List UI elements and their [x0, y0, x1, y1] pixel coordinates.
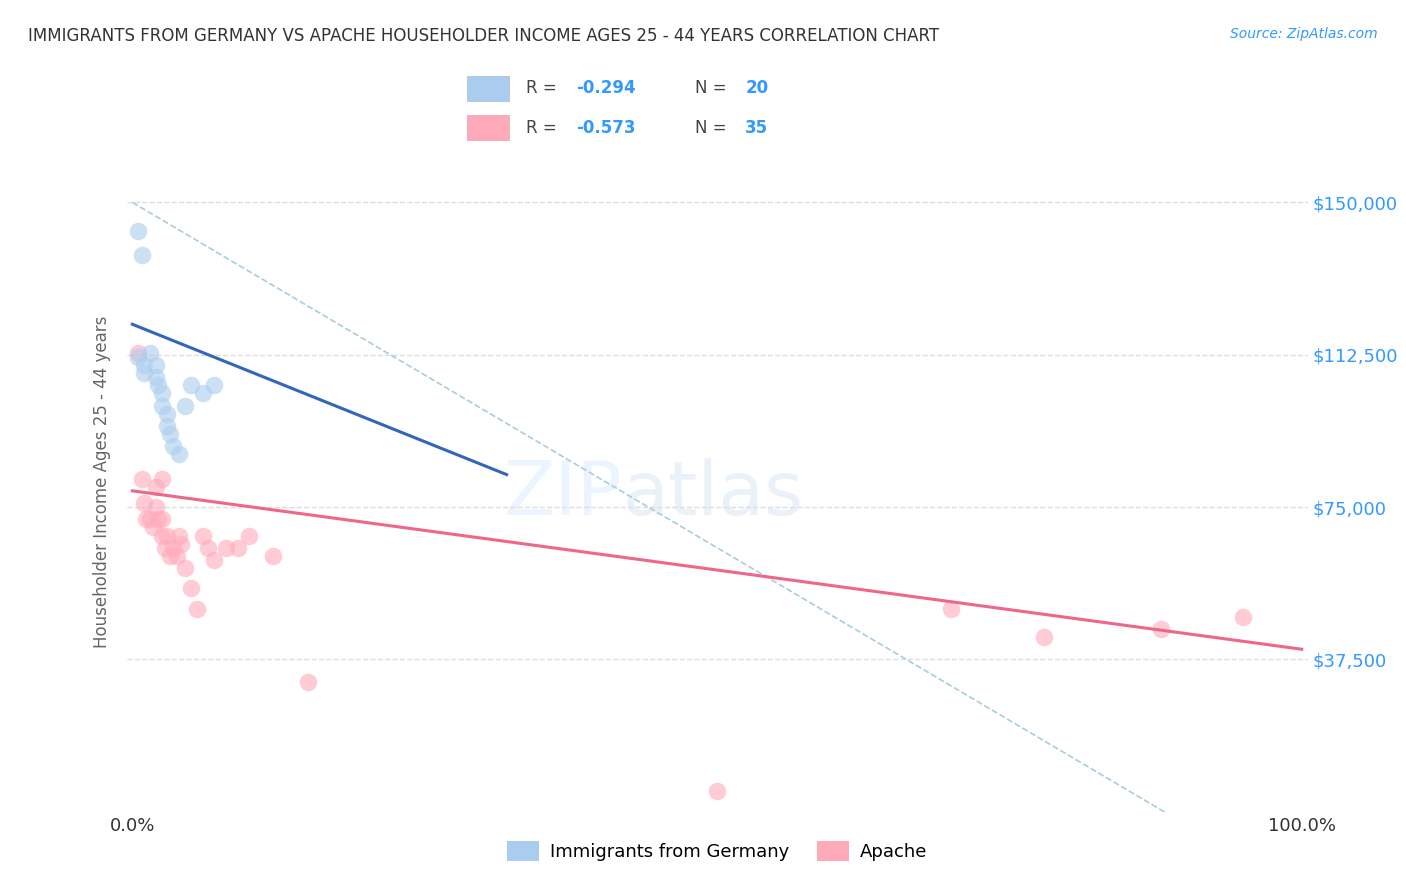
Point	[191, 528, 214, 542]
Point	[139, 512, 162, 526]
Point	[174, 399, 197, 413]
Point	[145, 500, 167, 514]
Point	[127, 224, 149, 238]
Point	[197, 541, 219, 555]
Point	[226, 541, 249, 555]
Point	[145, 358, 167, 372]
Point	[132, 358, 155, 372]
Bar	[467, 115, 509, 140]
Point	[162, 439, 184, 453]
Point	[139, 345, 162, 359]
Point	[180, 378, 202, 392]
Point	[1033, 630, 1056, 644]
Point	[145, 370, 167, 384]
Point	[135, 512, 157, 526]
Point	[159, 549, 181, 563]
Point	[150, 528, 173, 542]
Point	[1232, 609, 1254, 624]
Point	[186, 601, 208, 615]
Point	[706, 784, 728, 798]
Point	[127, 345, 149, 359]
Text: Source: ZipAtlas.com: Source: ZipAtlas.com	[1230, 27, 1378, 41]
Text: 20: 20	[745, 79, 768, 97]
Text: -0.573: -0.573	[576, 119, 636, 136]
Point	[131, 248, 153, 262]
Point	[167, 447, 190, 461]
Text: atlas: atlas	[623, 458, 804, 532]
Point	[1150, 622, 1173, 636]
Point	[156, 418, 179, 433]
Text: R =: R =	[526, 79, 562, 97]
Point	[170, 536, 193, 550]
Y-axis label: Householder Income Ages 25 - 44 years: Householder Income Ages 25 - 44 years	[93, 316, 111, 648]
Point	[127, 350, 149, 364]
Text: 35: 35	[745, 119, 768, 136]
Point	[156, 407, 179, 421]
Point	[202, 553, 225, 567]
Point	[150, 386, 173, 401]
Point	[297, 674, 319, 689]
Text: N =: N =	[695, 119, 731, 136]
Point	[215, 541, 238, 555]
Text: R =: R =	[526, 119, 562, 136]
Legend: Immigrants from Germany, Apache: Immigrants from Germany, Apache	[499, 833, 935, 869]
Point	[132, 496, 155, 510]
Text: N =: N =	[695, 79, 731, 97]
Point	[202, 378, 225, 392]
Point	[150, 512, 173, 526]
Bar	[467, 76, 509, 101]
Point	[167, 528, 190, 542]
Point	[939, 601, 962, 615]
Point	[191, 386, 214, 401]
Point	[156, 528, 179, 542]
Point	[146, 512, 169, 526]
Point	[132, 366, 155, 380]
Point	[166, 549, 188, 563]
Point	[150, 399, 173, 413]
Point	[180, 582, 202, 596]
Point	[162, 541, 184, 555]
Point	[142, 520, 165, 534]
Point	[131, 472, 153, 486]
Point	[145, 480, 167, 494]
Text: IMMIGRANTS FROM GERMANY VS APACHE HOUSEHOLDER INCOME AGES 25 - 44 YEARS CORRELAT: IMMIGRANTS FROM GERMANY VS APACHE HOUSEH…	[28, 27, 939, 45]
Point	[159, 426, 181, 441]
Point	[153, 541, 176, 555]
Point	[262, 549, 284, 563]
Point	[146, 378, 169, 392]
Text: ZIP: ZIP	[503, 458, 623, 532]
Point	[174, 561, 197, 575]
Point	[150, 472, 173, 486]
Point	[238, 528, 260, 542]
Text: -0.294: -0.294	[576, 79, 636, 97]
